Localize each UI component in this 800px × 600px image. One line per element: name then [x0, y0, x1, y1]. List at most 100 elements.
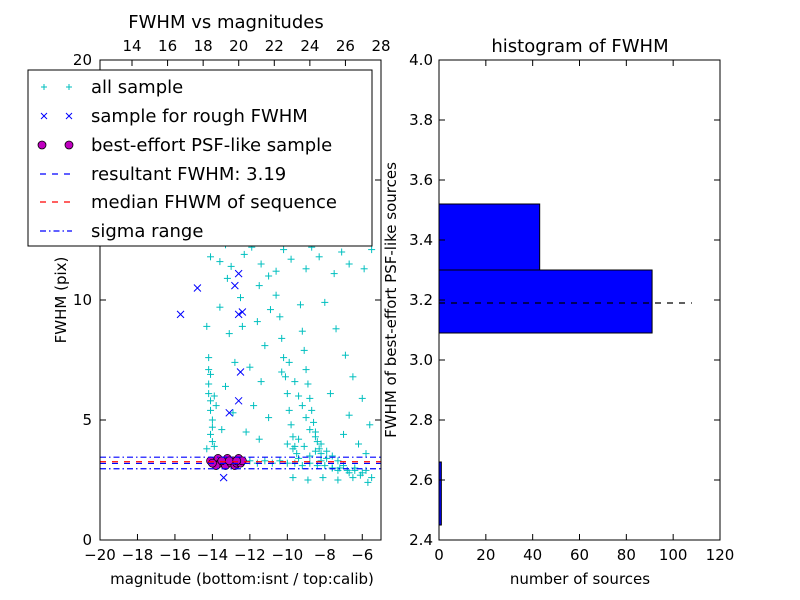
scatter-point-plus: [265, 272, 273, 280]
scatter-point-x: [234, 396, 243, 405]
histogram-ytick-label: 2.6: [409, 471, 433, 489]
scatter-point-plus: [295, 435, 303, 443]
histogram-xtick-label: 120: [706, 546, 735, 564]
scatter-point-plus: [304, 476, 312, 484]
scatter-point-plus: [203, 322, 211, 330]
legend-label: sample for rough FWHM: [91, 106, 308, 127]
scatter-point-plus: [250, 402, 258, 410]
x-b: [234, 269, 243, 278]
legend-label: all sample: [91, 77, 183, 98]
scatter-point-plus: [207, 253, 215, 261]
scatter-point-plus: [291, 378, 299, 386]
histogram-ytick-label: 3.4: [409, 231, 433, 249]
scatter-point-plus: [362, 466, 370, 474]
scatter-point-plus: [212, 402, 220, 410]
scatter-legend: all sample sample for rough FWHM best-ef…: [27, 69, 373, 247]
scatter-point-plus: [229, 409, 237, 417]
scatter-point-plus: [281, 373, 289, 381]
scatter-point-plus: [289, 445, 297, 453]
scatter-point-plus: [302, 366, 310, 374]
scatter-xtick-label: −20: [84, 546, 116, 564]
scatter-point-plus: [205, 380, 213, 388]
scatter-top-tick-label: 16: [158, 37, 177, 55]
scatter-point-plus: [216, 303, 224, 311]
scatter-point-plus: [332, 325, 340, 333]
scatter-point-plus: [208, 423, 216, 431]
histogram-ytick-label: 2.8: [409, 411, 433, 429]
scatter-ytick-label: 5: [82, 411, 92, 429]
histogram-ytick-label: 2.4: [409, 531, 433, 549]
scatter-point-plus: [326, 390, 334, 398]
scatter-point-plus: [308, 406, 316, 414]
scatter-point-plus: [345, 411, 353, 419]
scatter-point-plus: [210, 442, 218, 450]
scatter-top-tick-label: 22: [265, 37, 284, 55]
scatter-point-plus: [283, 440, 291, 448]
scatter-point-plus: [306, 452, 314, 460]
scatter-point-plus: [298, 462, 306, 470]
scatter-point-x: [176, 310, 185, 319]
scatter-point-plus: [360, 265, 368, 273]
scatter-point-plus: [351, 466, 359, 474]
scatter-point-plus: [208, 438, 216, 446]
scatter-top-tick-label: 20: [229, 37, 248, 55]
scatter-point-plus: [272, 267, 280, 275]
scatter-point-plus: [330, 270, 338, 278]
scatter-point-plus: [328, 464, 336, 472]
scatter-top-tick-label: 24: [300, 37, 319, 55]
scatter-point-x: [231, 281, 239, 290]
scatter-point-plus: [278, 368, 286, 376]
scatter-point-plus: [319, 474, 327, 482]
histogram-xlabel: number of sources: [510, 570, 650, 588]
legend-entry-resultant-fwhm: resultant FWHM: 3.19: [40, 164, 286, 185]
scatter-point-plus: [265, 414, 273, 422]
scatter-point-plus: [296, 301, 304, 309]
histogram-ylabel: FWHM of best-effort PSF-like sources: [382, 162, 400, 438]
scatter-point-plus: [223, 274, 231, 282]
scatter-point-plus: [266, 306, 274, 314]
scatter-point-plus: [341, 351, 349, 359]
histogram-xtick-label: 60: [570, 546, 589, 564]
scatter-point-plus: [255, 435, 263, 443]
scatter-point-plus: [231, 358, 239, 366]
histogram-ytick-label: 3.2: [409, 291, 433, 309]
scatter-point-plus: [300, 442, 308, 450]
scatter-point-plus: [293, 450, 301, 458]
scatter-point-plus: [278, 334, 286, 342]
scatter-point-plus: [287, 255, 295, 263]
scatter-point-plus: [340, 430, 348, 438]
histogram-xtick-label: 40: [523, 546, 542, 564]
scatter-point-plus: [311, 447, 319, 455]
scatter-point-plus: [257, 260, 265, 268]
scatter-point-plus: [362, 450, 370, 458]
scatter-point-plus: [208, 416, 216, 424]
x-b: [225, 408, 234, 417]
scatter-xlabel: magnitude (bottom:isnt / top:calib): [110, 570, 374, 588]
scatter-point-plus: [242, 428, 250, 436]
scatter-point-plus: [368, 474, 376, 482]
scatter-ytick-label: 20: [73, 51, 92, 69]
scatter-point-plus: [285, 358, 293, 366]
scatter-point-plus: [207, 397, 215, 405]
scatter-point-plus: [321, 462, 329, 470]
scatter-point-plus: [302, 414, 310, 422]
scatter-point-plus: [313, 438, 321, 446]
scatter-point-plus: [205, 354, 213, 362]
scatter-ylabel: FWHM (pix): [52, 257, 70, 344]
scatter-point-plus: [311, 433, 319, 441]
scatter-point-plus: [280, 246, 288, 254]
scatter-point-plus: [225, 330, 233, 338]
legend-label: resultant FWHM: 3.19: [91, 164, 286, 185]
legend-entry-all-sample: all sample: [41, 77, 183, 98]
scatter-point-plus: [205, 390, 213, 398]
scatter-point-plus: [295, 454, 303, 462]
scatter-point-plus: [210, 392, 218, 400]
scatter-point-plus: [302, 265, 310, 273]
legend-box: [27, 69, 373, 247]
legend-entry-rough-sample: sample for rough FWHM: [40, 106, 308, 127]
scatter-top-tick-label: 14: [122, 37, 141, 55]
scatter-point-plus: [328, 452, 336, 460]
scatter-xtick-label: −14: [197, 546, 229, 564]
scatter-point-plus: [257, 378, 265, 386]
